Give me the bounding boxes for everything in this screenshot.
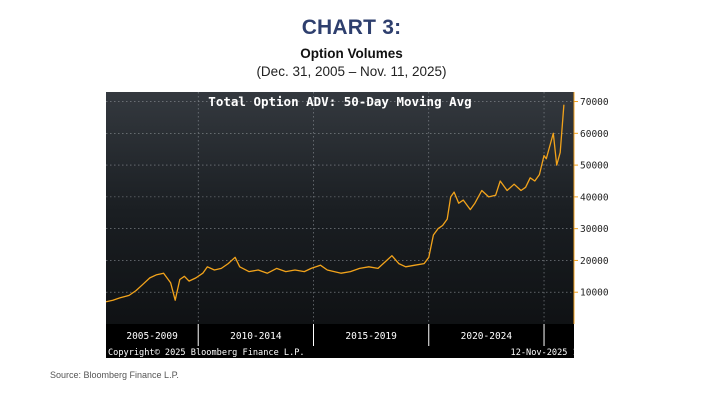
y-tick-label: 20000 bbox=[580, 256, 609, 267]
copyright-text: Copyright© 2025 Bloomberg Finance L.P. bbox=[108, 348, 305, 358]
x-tick-label: 2015-2019 bbox=[345, 331, 397, 342]
x-axis-band bbox=[106, 324, 574, 358]
y-tick-label: 50000 bbox=[580, 161, 609, 172]
y-tick-label: 70000 bbox=[580, 97, 609, 108]
y-tick-label: 40000 bbox=[580, 192, 609, 203]
bloomberg-chart: 10000 20000 30000 40000 50000 60000 70000 2005… bbox=[106, 92, 616, 358]
chart-title: Option Volumes bbox=[300, 46, 403, 61]
series-line-option-adv bbox=[106, 104, 565, 303]
x-tick-label: 2005-2009 bbox=[126, 331, 178, 342]
y-tick-label: 10000 bbox=[580, 288, 609, 299]
chart-subtitle: (Dec. 31, 2005 – Nov. 11, 2025) bbox=[256, 64, 447, 79]
plot-background bbox=[106, 92, 574, 358]
y-axis-strip bbox=[574, 92, 616, 358]
source-note: Source: Bloomberg Finance L.P. bbox=[50, 370, 179, 380]
x-tick-label: 2020-2024 bbox=[461, 331, 513, 342]
y-tick-label: 30000 bbox=[580, 224, 609, 235]
timestamp-text: 12-Nov-2025 11:47:09 bbox=[511, 348, 614, 358]
chart-inner-title: Total Option ADV: 50-Day Moving Avg bbox=[208, 94, 471, 109]
x-tick-label: 2010-2014 bbox=[230, 331, 282, 342]
chart-number: CHART 3: bbox=[301, 16, 402, 39]
y-tick-label: 60000 bbox=[580, 129, 609, 140]
